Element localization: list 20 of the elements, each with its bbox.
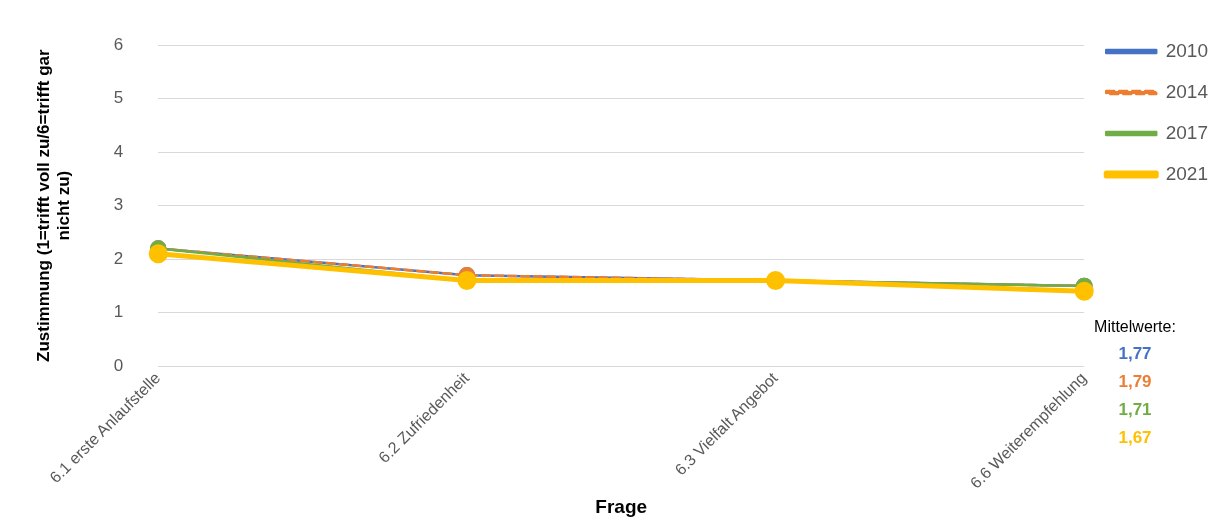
legend-label: 2021 — [1165, 162, 1209, 184]
y-tick-label: 3 — [113, 195, 124, 215]
y-tick-label: 6 — [113, 34, 124, 54]
legend-label: 2014 — [1165, 80, 1209, 102]
y-tick-label: 2 — [113, 248, 124, 268]
text: Mittelwerte: — [1093, 318, 1177, 336]
y-tick-label: 5 — [113, 88, 124, 108]
text: 1,71 — [1118, 400, 1152, 419]
y-tick-label: 0 — [113, 355, 124, 375]
x-axis-title: Frage — [595, 495, 648, 517]
text: 1,79 — [1118, 372, 1152, 391]
legend-label: 2010 — [1165, 39, 1209, 61]
text: 1,77 — [1117, 344, 1153, 364]
y-tick-label: 4 — [113, 141, 124, 161]
y-tick-label: 1 — [113, 302, 124, 322]
legend-label: 2017 — [1165, 121, 1209, 143]
y-axis-title: Zustimmung (1=trifft voll zu/6=trifft gar nicht zu) — [33, 48, 74, 362]
point — [1074, 281, 1094, 301]
point — [148, 244, 168, 264]
text: 1,67 — [1118, 428, 1152, 447]
